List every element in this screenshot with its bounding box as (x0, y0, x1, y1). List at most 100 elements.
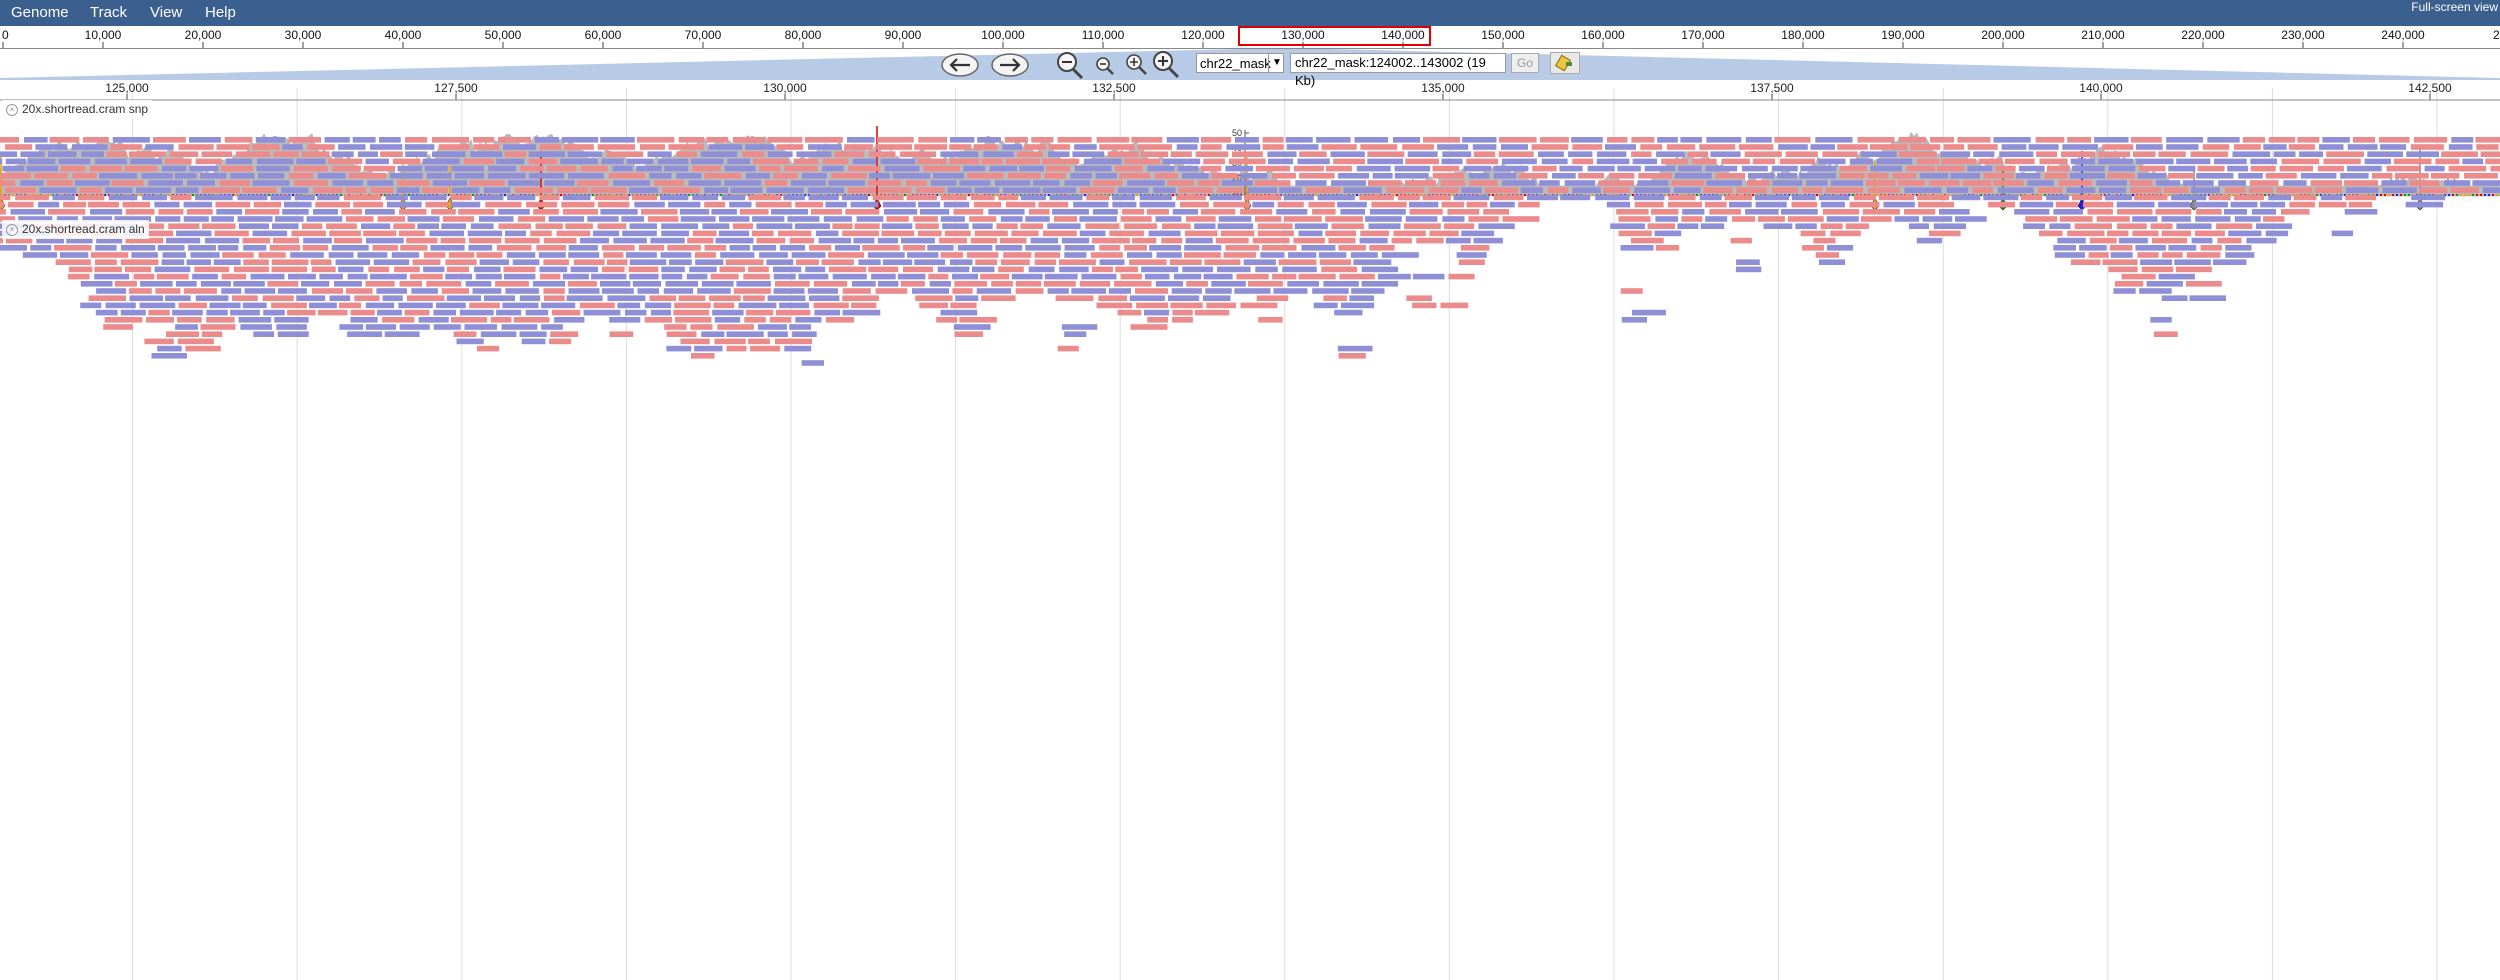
close-icon[interactable]: × (6, 103, 18, 116)
alignment-read (2250, 165, 2276, 172)
alignment-read (757, 324, 787, 330)
alignment-read (580, 165, 608, 172)
alignment-read (398, 230, 425, 237)
alignment-read (2462, 158, 2484, 165)
alignment-read (1502, 158, 1537, 165)
alignment-read (2139, 288, 2172, 294)
alignment-read (1042, 187, 1076, 193)
menu-track[interactable]: Track (90, 4, 127, 21)
alignment-read (2191, 237, 2213, 244)
genome-view[interactable]: 125,000 127,500 130,000 132,500 135,000 137,5… (0, 82, 2500, 980)
alignment-read (2197, 165, 2225, 172)
alignment-read (882, 259, 913, 265)
chevron-down-icon[interactable]: ▼ (1268, 54, 1285, 72)
alignment-read (1493, 165, 1529, 172)
alignment-read (345, 216, 374, 222)
alignment-read (2451, 137, 2474, 143)
alignment-read (773, 173, 798, 179)
alignment-read (1262, 144, 1284, 150)
alignment-read (2150, 317, 2172, 323)
alignment-read (974, 230, 1008, 237)
alignment-read (2352, 137, 2375, 143)
alignment-read (709, 295, 741, 301)
close-icon[interactable]: × (6, 223, 18, 236)
alignment-read (334, 281, 362, 287)
alignment-read (528, 151, 565, 157)
alignment-read (282, 209, 309, 215)
alignment-read (543, 259, 570, 265)
menu-genome[interactable]: Genome (11, 4, 69, 21)
alignment-read (451, 165, 484, 172)
alignment-read (1950, 173, 1980, 179)
alignment-read (1606, 201, 1631, 208)
alignment-read (517, 216, 546, 222)
overview-ruler[interactable]: 0 10,000 20,000 30,000 40,000 50,000 60,000 70,… (0, 26, 2500, 49)
alignment-read (702, 223, 730, 229)
alignment-read (474, 194, 504, 201)
pan-right-button[interactable] (990, 51, 1030, 84)
alignment-read (1331, 223, 1364, 229)
track-label-aln[interactable]: × 20x.shortread.cram aln (2, 220, 149, 239)
alignment-read (232, 295, 258, 301)
alignment-read (106, 151, 127, 157)
alignment-read (1079, 230, 1106, 237)
alignment-read (1155, 216, 1182, 222)
alignment-read (680, 338, 710, 345)
zoom-in-big-button[interactable] (1150, 50, 1182, 85)
snp-noise (2460, 194, 2462, 196)
alignment-read (221, 288, 242, 294)
alignment-read (2189, 295, 2226, 301)
alignment-read (944, 230, 971, 237)
alignment-read (1744, 151, 1782, 157)
alignment-read (1587, 165, 1615, 172)
alignment-read (1369, 245, 1395, 251)
snp-noise (2396, 194, 2398, 196)
go-button[interactable]: Go (1511, 53, 1539, 73)
alignment-read (1020, 223, 1044, 229)
pan-left-button[interactable] (940, 51, 980, 84)
alignment-read (2265, 230, 2289, 237)
alignment-read (1867, 173, 1889, 179)
ruler-tick-label: 137,500 (1750, 82, 1794, 95)
zoom-in-small-button[interactable] (1124, 53, 1148, 82)
overview-visible-region (1238, 26, 1431, 46)
refseq-select[interactable]: chr22_mask (1196, 53, 1284, 73)
alignment-read (296, 295, 326, 301)
alignment-read (1703, 187, 1733, 193)
zoom-out-small-button[interactable] (1094, 56, 1116, 83)
zoom-out-big-button[interactable] (1055, 51, 1085, 86)
alignment-read (969, 216, 997, 222)
alignment-read (2485, 158, 2500, 165)
snp-noise (2376, 194, 2378, 196)
alignment-read (1368, 180, 1402, 186)
alignment-read (715, 237, 754, 244)
alignment-read (1490, 201, 1515, 208)
location-input[interactable]: chr22_mask:124002..143002 (19 Kb) (1290, 53, 1506, 88)
alignment-read (602, 288, 634, 294)
menu-help[interactable]: Help (205, 4, 236, 21)
alignment-read (1820, 201, 1845, 208)
alignment-read (892, 173, 931, 179)
menu-view[interactable]: View (150, 4, 183, 21)
alignment-read (834, 151, 865, 157)
alignment-read (814, 309, 841, 316)
alignment-read (128, 288, 152, 294)
alignment-read (2424, 165, 2445, 172)
alignment-read (1049, 194, 1083, 201)
alignment-read (906, 194, 937, 201)
alignment-read (2135, 245, 2166, 251)
alignment-read (882, 201, 916, 208)
highlight-button[interactable] (1550, 52, 1580, 74)
alignment-read (1405, 180, 1437, 186)
alignment-read (1025, 245, 1061, 251)
alignment-read (813, 302, 849, 309)
alignment-read (918, 137, 948, 143)
alignment-read (534, 137, 560, 143)
snp-noise (1208, 194, 1210, 196)
alignment-read (564, 144, 594, 150)
snp-noise (168, 194, 170, 196)
alignment-read (1620, 245, 1654, 251)
fullscreen-link[interactable]: Full-screen view (2411, 0, 2498, 14)
track-label-snp[interactable]: × 20x.shortread.cram snp (2, 100, 153, 119)
alignment-read (1321, 266, 1358, 273)
